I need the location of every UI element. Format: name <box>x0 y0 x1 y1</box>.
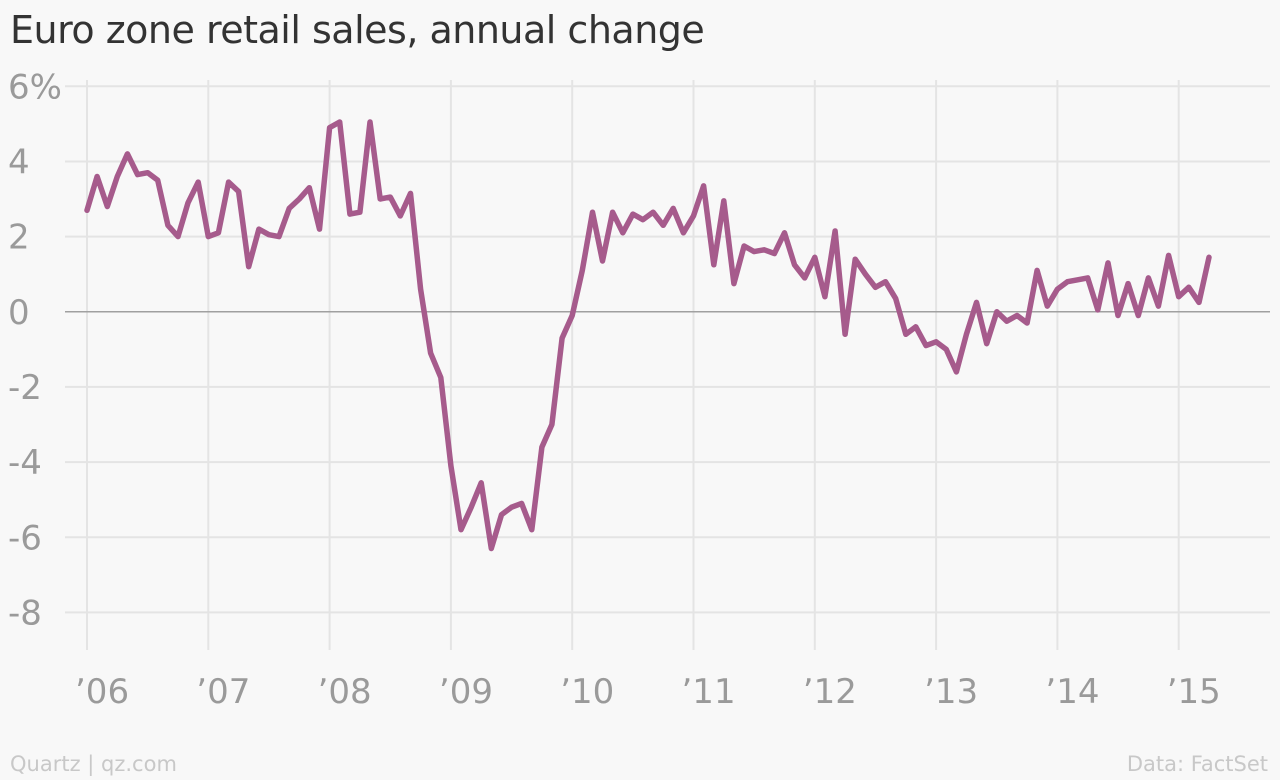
grid-layer <box>65 80 1270 650</box>
x-tick-label: ’13 <box>924 672 978 712</box>
y-tick-label: 6% <box>8 67 62 107</box>
y-tick-label: 4 <box>8 142 30 182</box>
y-tick-label: -2 <box>8 368 42 408</box>
y-tick-label: -4 <box>8 443 42 483</box>
x-tick-label: ’14 <box>1045 672 1099 712</box>
x-tick-label: ’15 <box>1167 672 1221 712</box>
series-line-retail-sales <box>84 119 1212 552</box>
x-tick-label: ’06 <box>75 672 129 712</box>
y-tick-label: -8 <box>8 593 42 633</box>
x-tick-label: ’10 <box>560 672 614 712</box>
y-tick-label: -6 <box>8 518 42 558</box>
footer-credit: Quartz | qz.com <box>10 752 177 776</box>
x-tick-label: ’09 <box>439 672 493 712</box>
x-tick-label: ’08 <box>318 672 372 712</box>
x-tick-label: ’11 <box>682 672 736 712</box>
x-tick-label: ’07 <box>196 672 250 712</box>
footer-source: Data: FactSet <box>1126 752 1268 776</box>
x-tick-label: ’12 <box>803 672 857 712</box>
y-tick-label: 0 <box>8 293 30 333</box>
y-tick-label: 2 <box>8 218 30 258</box>
chart-title: Euro zone retail sales, annual change <box>10 8 705 52</box>
tick-labels-layer: ’06 ’07 ’08 ’09 ’10 ’11 ’12 ’13 ’14 ’15 6% 4 2 0 -2 -4 -… <box>8 67 1221 712</box>
series-layer <box>84 119 1212 552</box>
